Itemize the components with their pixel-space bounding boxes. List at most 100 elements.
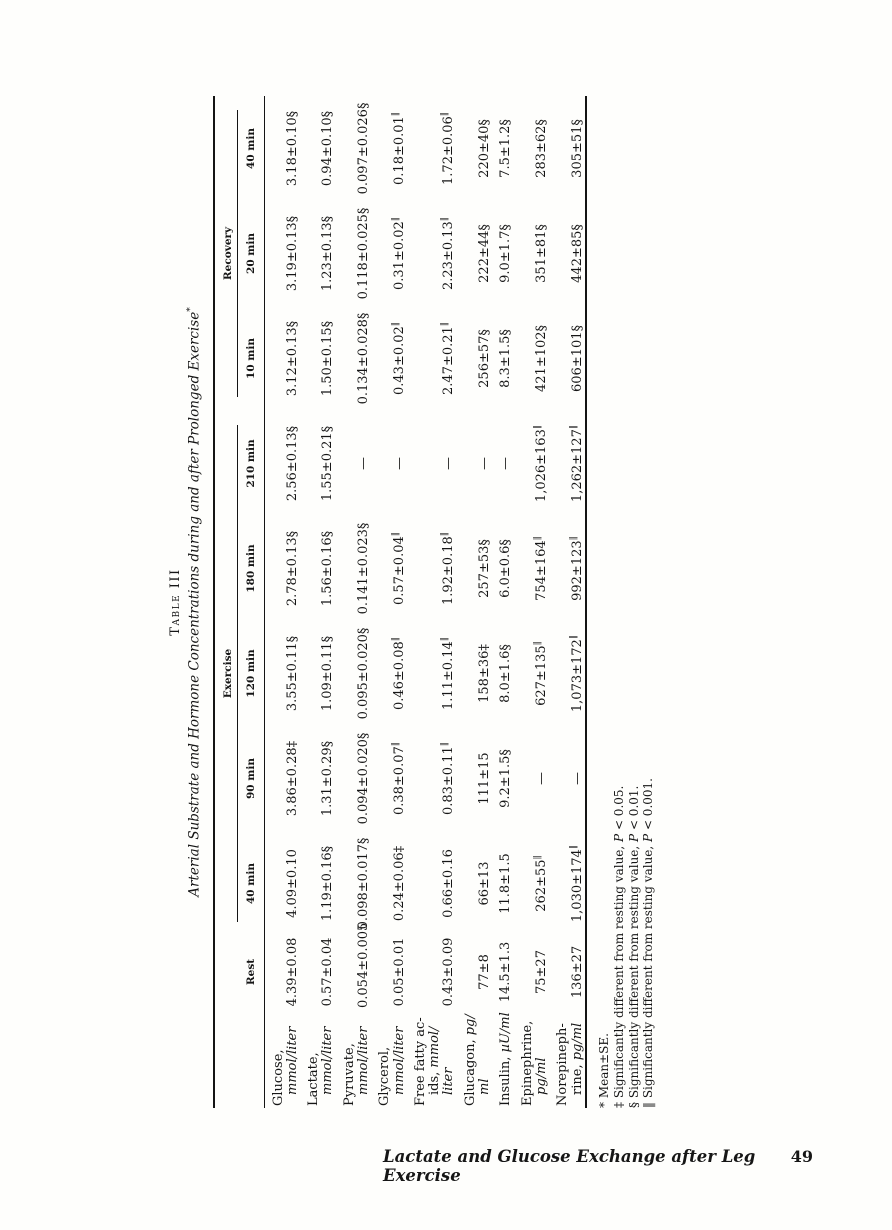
value-cell: 305±51§ — [569, 119, 585, 178]
value-cell: 0.05±0.01 — [391, 937, 407, 1007]
row-label-line: Free fatty ac- — [412, 1017, 428, 1106]
table-body: Glucose, mmol/liter 4.39±0.08 4.09±0.10 3.86… — [264, 96, 586, 1108]
row-label-line: mmol/liter — [320, 1026, 336, 1095]
value-cell: 2.56±0.13§ — [284, 425, 300, 502]
row-label: Glucagon, pg/ml — [457, 1008, 493, 1108]
footnote-line: § Significantly different from resting v… — [626, 785, 641, 1108]
table-row: Insulin, µU/ml 14.5±1.3 11.8±1.5 9.2±1.5§ 8.… — [492, 96, 513, 1108]
row-label-line: Lactate, — [306, 1052, 322, 1106]
value-cell: 1,073±172‖ — [568, 634, 585, 713]
row-label-line: pg/ml — [533, 1057, 549, 1095]
row-label-line: ids, mmol/ — [427, 1026, 443, 1095]
value-cell: 351±81§ — [533, 224, 549, 283]
row-label: Pyruvate, mmol/liter — [336, 1008, 372, 1108]
value-cell: — — [477, 456, 493, 470]
row-label: Epinephrine, pg/ml — [514, 1008, 550, 1108]
value-cell: 2.78±0.13§ — [284, 530, 300, 607]
column-header: 180 min — [238, 516, 264, 621]
row-label-line: rine, pg/ml — [569, 1022, 585, 1095]
value-cell: 2.47±0.21‖ — [440, 321, 457, 395]
value-cell: 606±101§ — [569, 324, 585, 392]
column-header: 210 min — [238, 410, 264, 516]
table-row: Glucose, mmol/liter 4.39±0.08 4.09±0.10 3.86… — [264, 96, 300, 1108]
value-cell: — — [533, 772, 549, 785]
row-label: Norepineph-rine, pg/ml — [549, 1008, 586, 1108]
value-cell: 1,026±163‖ — [532, 424, 549, 503]
column-header-row: Rest 40 min 90 min 120 min 180 min 210 min 10 … — [238, 95, 264, 1108]
row-label: Free fatty ac-ids, mmol/liter — [407, 1008, 457, 1108]
value-cell: 257±53§ — [477, 539, 493, 598]
value-cell: 0.24±0.06‡ — [391, 845, 407, 922]
value-cell: 1.92±0.18‖ — [440, 531, 457, 606]
value-cell: 442±85§ — [569, 224, 585, 283]
value-cell: 77±8 — [477, 954, 493, 990]
table-row: Pyruvate, mmol/liter 0.054±0.005 0.098±0.01… — [336, 96, 372, 1108]
column-header: 120 min — [238, 621, 264, 726]
column-header: 40 min — [238, 831, 264, 936]
row-label-line: mmol/liter — [284, 1026, 300, 1095]
value-cell: 0.134±0.028§ — [355, 312, 371, 405]
footnote-line: * Mean±SE. — [596, 1033, 611, 1108]
group-header-row: Exercise Recovery — [214, 96, 239, 1108]
value-cell: 1.50±0.15§ — [320, 320, 336, 397]
value-cell: 7.5±1.2§ — [498, 119, 514, 178]
value-cell: — — [391, 456, 407, 470]
group-header-label: Exercise — [221, 424, 238, 922]
value-cell: 8.0±1.6§ — [498, 644, 514, 703]
footnote-line: ‖ Significantly different from resting v… — [641, 778, 656, 1108]
value-cell: 992±123‖ — [568, 536, 585, 601]
table-title: Arterial Substrate and Hormone Concentra… — [186, 96, 203, 1108]
column-header: 90 min — [238, 726, 264, 831]
value-cell: 14.5±1.3 — [498, 941, 514, 1003]
value-cell: 1.19±0.16§ — [320, 845, 336, 922]
value-cell: 220±40§ — [477, 119, 493, 178]
row-label-line: Pyruvate, — [341, 1043, 357, 1106]
value-cell: 1.11±0.14‖ — [440, 636, 457, 711]
row-label-line: Glycerol, — [377, 1046, 393, 1106]
row-label-line: Norepineph- — [555, 1023, 571, 1106]
value-cell: 9.2±1.5§ — [498, 749, 514, 808]
value-cell: 0.38±0.07‖ — [390, 741, 407, 816]
value-cell: 8.3±1.5§ — [498, 329, 514, 388]
value-cell: 1.23±0.13§ — [320, 215, 336, 292]
value-cell: 4.39±0.08 — [284, 937, 300, 1007]
row-label-line: mmol/liter — [391, 1026, 407, 1095]
value-cell: 0.94±0.10§ — [320, 110, 336, 187]
table-row: Glycerol, mmol/liter 0.05±0.01 0.24±0.06‡ 0.… — [371, 96, 407, 1108]
page-number: 49 — [790, 1147, 813, 1166]
value-cell: 0.095±0.020§ — [355, 627, 371, 720]
value-cell: 421±102§ — [533, 324, 549, 392]
value-cell: 1.72±0.06‖ — [440, 111, 457, 185]
value-cell: 0.054±0.005 — [355, 922, 371, 1008]
column-header: 40 min — [238, 95, 264, 201]
column-header-blank — [238, 1008, 264, 1108]
value-cell: 0.097±0.026§ — [355, 102, 371, 195]
value-cell: 0.57±0.04 — [320, 937, 336, 1007]
value-cell: 66±13 — [477, 861, 493, 906]
data-table: Exercise Recovery Rest 40 min 90 min 120 min… — [212, 95, 587, 1108]
value-cell: 0.43±0.02‖ — [390, 321, 407, 395]
table-number-label: Table III — [168, 568, 183, 636]
page-footer: Lactate and Glucose Exchange after Leg E… — [383, 1147, 813, 1185]
row-label-line: Glucose, — [270, 1049, 286, 1106]
value-cell: 9.0±1.7§ — [498, 224, 514, 283]
table-row: Free fatty ac-ids, mmol/liter 0.43±0.09 0.… — [407, 96, 457, 1108]
row-label: Glucose, mmol/liter — [264, 1008, 300, 1108]
value-cell: 754±164‖ — [532, 536, 549, 601]
value-cell: 0.094±0.020§ — [355, 732, 371, 825]
value-cell: 1,262±127‖ — [568, 424, 585, 503]
table-title-text: Arterial Substrate and Hormone Concentra… — [186, 311, 203, 897]
value-cell: 1.56±0.16§ — [320, 530, 336, 607]
row-label-line: ml — [477, 1078, 493, 1096]
row-label-line: Insulin, µU/ml — [498, 1012, 514, 1106]
value-cell: 6.0±0.6§ — [498, 539, 514, 598]
value-cell: — — [498, 456, 514, 470]
row-label-line: Epinephrine, — [519, 1020, 535, 1106]
column-header: 20 min — [238, 200, 264, 306]
value-cell: 0.46±0.08‖ — [390, 636, 407, 711]
value-cell: 1.31±0.29§ — [320, 740, 336, 817]
footnote-line: ‡ Significantly different from resting v… — [611, 785, 626, 1108]
table-title-asterisk: * — [186, 307, 196, 312]
value-cell: 136±27 — [569, 945, 585, 999]
